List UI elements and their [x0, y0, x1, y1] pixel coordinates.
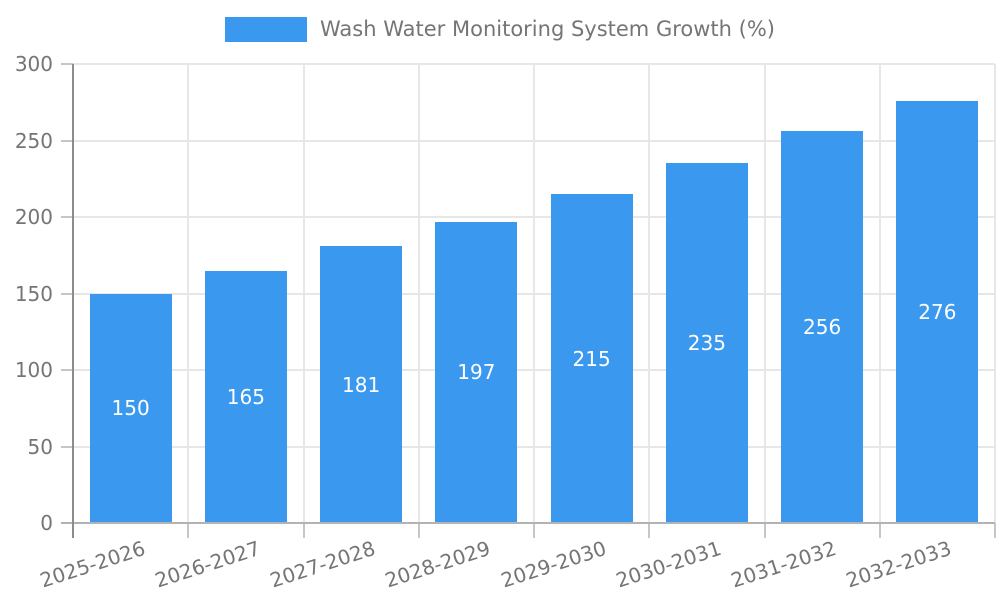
y-tick: [61, 445, 73, 448]
x-tick-label: 2032-2033: [843, 536, 955, 593]
bar: 215: [550, 194, 633, 523]
y-tick-label: 50: [27, 434, 53, 459]
gridline-vertical: [187, 64, 190, 523]
legend-swatch: [225, 17, 308, 42]
x-tick: [763, 523, 766, 538]
gridline-vertical: [763, 64, 766, 523]
bar-value-label: 276: [918, 299, 957, 324]
y-tick-label: 300: [14, 52, 53, 76]
x-tick-label: 2027-2028: [267, 536, 379, 593]
bar: 235: [665, 163, 748, 523]
bar: 276: [896, 100, 979, 523]
x-tick: [187, 523, 190, 538]
x-tick-label: 2031-2032: [728, 536, 840, 593]
x-tick: [302, 523, 305, 538]
x-tick: [994, 523, 996, 538]
bar-value-label: 256: [803, 315, 842, 340]
x-axis-line: [61, 522, 995, 524]
y-tick-label: 0: [40, 511, 53, 535]
gridline-vertical: [417, 64, 420, 523]
bar: 256: [781, 131, 864, 523]
y-axis-line: [72, 64, 74, 538]
x-tick: [417, 523, 420, 538]
y-tick-label: 200: [14, 205, 53, 229]
gridline-vertical: [648, 64, 651, 523]
gridline-vertical: [302, 64, 305, 523]
y-tick-label: 150: [14, 281, 53, 306]
x-tick-label: 2029-2030: [497, 536, 609, 593]
x-tick-label: 2030-2031: [612, 536, 724, 593]
gridline-vertical: [994, 64, 996, 523]
x-tick: [533, 523, 535, 538]
legend: Wash Water Monitoring System Growth (%): [225, 17, 775, 42]
bar-value-label: 150: [111, 396, 150, 421]
bar-value-label: 165: [226, 384, 265, 409]
y-tick: [61, 292, 73, 295]
bar-value-label: 197: [457, 360, 496, 385]
x-tick-label: 2025-2026: [36, 536, 148, 593]
y-tick: [61, 369, 73, 371]
y-tick: [61, 216, 73, 218]
y-tick-label: 250: [14, 128, 53, 153]
y-tick-label: 100: [14, 358, 53, 382]
x-tick: [878, 523, 881, 538]
bar-value-label: 215: [572, 346, 611, 371]
bar: 197: [435, 221, 518, 523]
y-tick: [61, 139, 73, 142]
gridline-vertical: [533, 64, 535, 523]
bar-value-label: 235: [687, 331, 726, 356]
x-tick-label: 2028-2029: [382, 536, 494, 593]
gridline-vertical: [878, 64, 881, 523]
bar: 181: [320, 246, 403, 523]
legend-label: Wash Water Monitoring System Growth (%): [320, 17, 775, 41]
x-tick-label: 2026-2027: [151, 536, 263, 593]
x-tick: [648, 523, 651, 538]
bar: 165: [204, 270, 287, 523]
bar-value-label: 181: [342, 372, 381, 397]
bar: 150: [89, 293, 172, 523]
y-tick: [61, 63, 73, 65]
